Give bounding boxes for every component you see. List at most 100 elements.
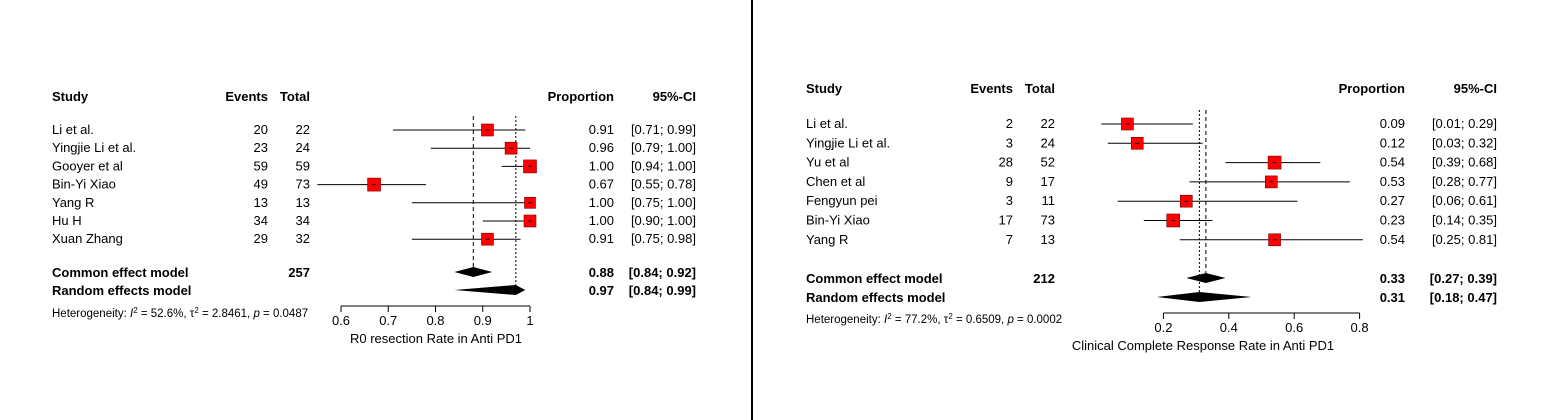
study-ci: [0.25; 0.81]: [1432, 232, 1497, 247]
study-total: 13: [296, 195, 310, 210]
header-proportion: Proportion: [1339, 81, 1405, 96]
x-tick-label: 0.8: [426, 313, 444, 328]
study-name: Xuan Zhang: [52, 231, 123, 246]
study-events: 7: [1006, 232, 1013, 247]
x-tick-label: 1: [526, 313, 533, 328]
study-name: Li et al.: [806, 116, 848, 131]
study-name: Hu H: [52, 213, 82, 228]
study-proportion: 0.53: [1380, 174, 1405, 189]
header-total: Total: [1025, 81, 1055, 96]
random-effects-diamond: [1156, 292, 1252, 302]
header-ci: 95%-CI: [1454, 81, 1497, 96]
study-total: 22: [1041, 116, 1055, 131]
random-effects-diamond: [454, 285, 526, 295]
heterogeneity-p-sym: p: [1006, 314, 1014, 326]
study-total: 73: [1041, 213, 1055, 228]
study-ci: [0.39; 0.68]: [1432, 155, 1497, 170]
forest-plot-r0-resection: Study Events Total Proportion 95%-CI Li et al…: [0, 0, 752, 420]
common-effect-total: 257: [288, 265, 310, 280]
study-ci: [0.01; 0.29]: [1432, 116, 1497, 131]
common-effect-proportion: 0.33: [1380, 271, 1405, 286]
header-proportion: Proportion: [548, 89, 614, 104]
common-effect-proportion: 0.88: [589, 265, 614, 280]
study-total: 52: [1041, 155, 1055, 170]
study-ci: [0.75; 1.00]: [631, 195, 696, 210]
study-proportion: 0.67: [589, 177, 614, 192]
study-events: 9: [1006, 174, 1013, 189]
study-name: Gooyer et al: [52, 158, 123, 173]
header-events: Events: [970, 81, 1013, 96]
forest-plot-svg: Study Events Total Proportion 95%-CI Li et al…: [806, 81, 1497, 353]
random-effects-ci: [0.84; 0.99]: [629, 283, 696, 298]
study-proportion: 0.96: [589, 140, 614, 155]
random-effects-label: Random effects model: [52, 283, 191, 298]
header-ci: 95%-CI: [653, 89, 696, 104]
study-ci: [0.28; 0.77]: [1432, 174, 1497, 189]
heterogeneity-p-val: = 0.0487: [260, 308, 308, 320]
common-effect-label: Common effect model: [52, 265, 189, 280]
study-ci: [0.14; 0.35]: [1432, 213, 1497, 228]
study-events: 2: [1006, 116, 1013, 131]
study-events: 49: [254, 177, 268, 192]
study-ci: [0.03; 0.32]: [1432, 135, 1497, 150]
random-effects-proportion: 0.31: [1380, 290, 1405, 305]
x-tick-label: 0.8: [1351, 320, 1369, 335]
study-events: 28: [999, 155, 1013, 170]
common-effect-total: 212: [1033, 271, 1055, 286]
heterogeneity-prefix: Heterogeneity:: [52, 308, 130, 320]
study-events: 3: [1006, 193, 1013, 208]
header-total: Total: [280, 89, 310, 104]
x-axis-label: Clinical Complete Response Rate in Anti …: [1072, 338, 1334, 353]
heterogeneity-i2-val: = 52.6%,: [138, 308, 190, 320]
x-axis-label: R0 resection Rate in Anti PD1: [350, 331, 522, 346]
x-tick-label: 0.6: [332, 313, 350, 328]
study-name: Li et al.: [52, 122, 94, 137]
heterogeneity-text: Heterogeneity: I2 = 52.6%, τ2 = 2.8461, …: [52, 306, 308, 321]
study-events: 34: [254, 213, 268, 228]
study-events: 17: [999, 213, 1013, 228]
common-effect-diamond: [1186, 273, 1226, 283]
study-ci: [0.55; 0.78]: [631, 177, 696, 192]
heterogeneity-tau-val: = 0.6509,: [953, 314, 1008, 326]
study-name: Yu et al: [806, 155, 849, 170]
study-name: Yang R: [52, 195, 94, 210]
study-events: 59: [254, 158, 268, 173]
superscript-two: 2: [887, 312, 892, 321]
study-name: Fengyun pei: [806, 193, 878, 208]
x-tick-label: 0.9: [474, 313, 492, 328]
study-proportion: 0.23: [1380, 213, 1405, 228]
study-total: 73: [296, 177, 310, 192]
study-proportion: 1.00: [589, 195, 614, 210]
superscript-two: 2: [194, 306, 199, 315]
common-effect-label: Common effect model: [806, 271, 943, 286]
heterogeneity-i2-val: = 77.2%,: [892, 314, 944, 326]
study-proportion: 0.91: [589, 122, 614, 137]
study-total: 34: [296, 213, 310, 228]
study-name: Yingjie Li et al.: [52, 140, 136, 155]
header-study: Study: [52, 89, 89, 104]
study-proportion: 0.09: [1380, 116, 1405, 131]
study-events: 20: [254, 122, 268, 137]
study-ci: [0.90; 1.00]: [631, 213, 696, 228]
common-effect-ci: [0.27; 0.39]: [1430, 271, 1497, 286]
study-name: Chen et al: [806, 174, 865, 189]
study-proportion: 1.00: [589, 158, 614, 173]
heterogeneity-p-val: = 0.0002: [1014, 314, 1062, 326]
heterogeneity-tau-sym: τ: [190, 308, 195, 320]
heterogeneity-prefix: Heterogeneity:: [806, 314, 884, 326]
study-ci: [0.06; 0.61]: [1432, 193, 1497, 208]
header-study: Study: [806, 81, 843, 96]
study-proportion: 0.54: [1380, 232, 1405, 247]
study-proportion: 0.27: [1380, 193, 1405, 208]
forest-plot-svg: Study Events Total Proportion 95%-CI Li et al…: [52, 89, 696, 346]
heterogeneity-i2-sym: I: [884, 314, 888, 326]
study-ci: [0.71; 0.99]: [631, 122, 696, 137]
study-proportion: 1.00: [589, 213, 614, 228]
x-tick-label: 0.6: [1285, 320, 1303, 335]
study-proportion: 0.91: [589, 231, 614, 246]
study-name: Bin-Yi Xiao: [52, 177, 116, 192]
x-tick-label: 0.2: [1154, 320, 1172, 335]
study-total: 11: [1042, 193, 1056, 208]
study-ci: [0.75; 0.98]: [631, 231, 696, 246]
study-proportion: 0.54: [1380, 155, 1405, 170]
